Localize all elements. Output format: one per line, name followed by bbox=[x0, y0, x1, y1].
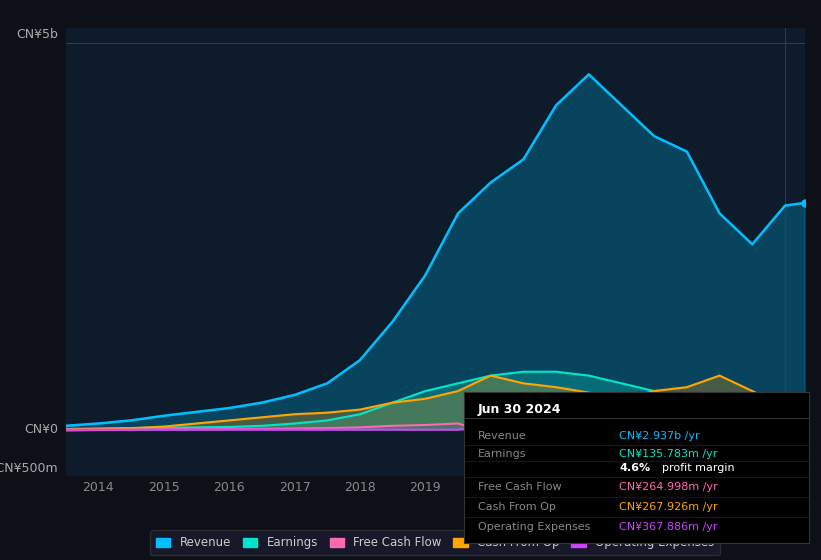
Point bbox=[798, 414, 811, 423]
Text: CN¥367.886m /yr: CN¥367.886m /yr bbox=[619, 521, 718, 531]
Legend: Revenue, Earnings, Free Cash Flow, Cash From Op, Operating Expenses: Revenue, Earnings, Free Cash Flow, Cash … bbox=[150, 530, 720, 555]
Text: CN¥2.937b /yr: CN¥2.937b /yr bbox=[619, 431, 699, 441]
Text: CN¥0: CN¥0 bbox=[25, 423, 58, 436]
Point bbox=[798, 404, 811, 413]
Text: CN¥267.926m /yr: CN¥267.926m /yr bbox=[619, 502, 718, 512]
Text: -CN¥500m: -CN¥500m bbox=[0, 462, 58, 475]
Point bbox=[798, 396, 811, 405]
Text: CN¥135.783m /yr: CN¥135.783m /yr bbox=[619, 449, 718, 459]
Text: Cash From Op: Cash From Op bbox=[478, 502, 556, 512]
Text: Revenue: Revenue bbox=[478, 431, 526, 441]
Text: Free Cash Flow: Free Cash Flow bbox=[478, 482, 562, 492]
Text: Jun 30 2024: Jun 30 2024 bbox=[478, 403, 562, 416]
Text: Earnings: Earnings bbox=[478, 449, 526, 459]
Text: profit margin: profit margin bbox=[662, 463, 735, 473]
Text: CN¥5b: CN¥5b bbox=[16, 28, 58, 41]
Point bbox=[798, 198, 811, 207]
Text: 4.6%: 4.6% bbox=[619, 463, 650, 473]
Text: Operating Expenses: Operating Expenses bbox=[478, 521, 590, 531]
Point bbox=[798, 405, 811, 414]
Text: CN¥264.998m /yr: CN¥264.998m /yr bbox=[619, 482, 718, 492]
